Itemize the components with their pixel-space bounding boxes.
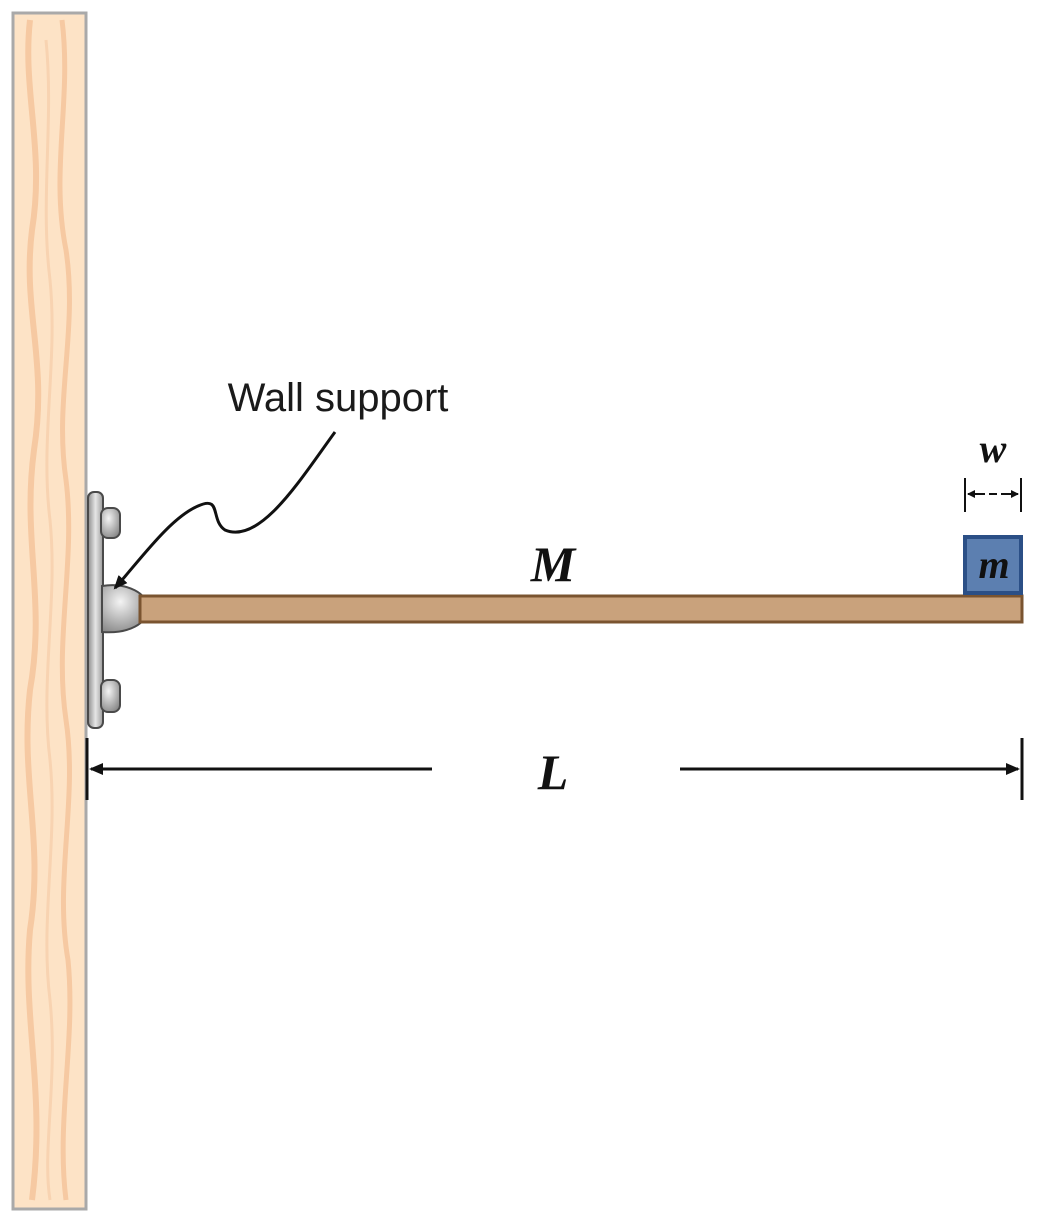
length-label: L — [537, 744, 569, 800]
wall-grain-2 — [57, 19, 73, 1201]
wood-wall-icon — [11, 11, 88, 1211]
wall-bracket-icon — [87, 491, 150, 729]
bolt-bottom — [100, 679, 121, 713]
block — [963, 535, 1023, 595]
block-width-dimension: w — [964, 426, 1022, 512]
wall-support-label: Wall support — [228, 376, 449, 420]
wall-grain-1 — [24, 19, 42, 1201]
length-dimension: L — [85, 738, 1024, 800]
rod-mass-label: M — [530, 536, 577, 592]
block-width-label: w — [980, 426, 1007, 471]
bolt-top — [100, 507, 121, 539]
curved-arrow-icon — [113, 431, 337, 590]
block-mass-label: m — [978, 542, 1009, 587]
wall-grain-3 — [44, 39, 54, 1201]
rod — [138, 594, 1024, 624]
